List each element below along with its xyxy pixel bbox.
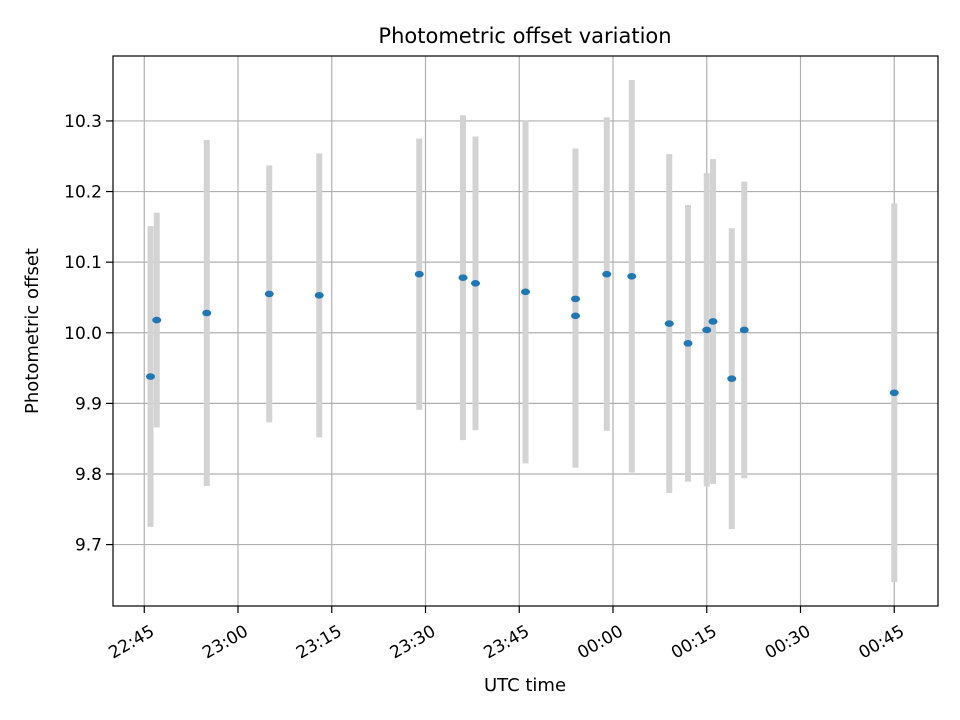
- data-point: [683, 340, 693, 347]
- x-axis-title: UTC time: [484, 675, 566, 696]
- data-point: [202, 309, 212, 317]
- data-point: [264, 290, 274, 298]
- x-tick-label: 22:45: [106, 622, 158, 664]
- data-point: [458, 274, 468, 281]
- y-tick-label: 10.3: [64, 112, 102, 132]
- x-tick-label: 00:00: [574, 622, 626, 664]
- data-point: [471, 280, 480, 287]
- x-tick-label: 00:45: [856, 622, 908, 664]
- x-tick-label: 00:15: [668, 622, 720, 664]
- y-tick-label: 9.7: [75, 536, 102, 556]
- error-bars: [147, 80, 898, 582]
- data-point: [314, 292, 324, 299]
- x-tick-label: 23:30: [387, 622, 439, 664]
- y-tick-label: 9.8: [75, 465, 102, 485]
- data-point: [889, 389, 899, 397]
- x-tick-label: 23:00: [199, 622, 251, 664]
- plot-frame: [112, 55, 939, 607]
- data-point: [664, 320, 674, 327]
- y-axis: 9.7 9.8 9.9 10.0 10.1 10.2 10.3: [64, 112, 113, 556]
- y-tick-label: 10.2: [64, 183, 102, 203]
- data-point: [571, 312, 580, 320]
- data-point: [739, 326, 749, 334]
- x-axis: 22:45 23:00 23:15 23:30 23:45 00:00 00:15 00:30…: [106, 606, 908, 663]
- y-axis-title: Photometric offset: [22, 248, 43, 414]
- data-point: [627, 272, 637, 280]
- y-tick-label: 10.1: [64, 253, 102, 273]
- x-tick-label: 00:30: [762, 622, 814, 664]
- x-tick-label: 23:15: [293, 622, 345, 664]
- chart-title: Photometric offset variation: [378, 24, 671, 48]
- y-tick-label: 10.0: [64, 324, 102, 344]
- data-points: [146, 270, 899, 397]
- data-point: [146, 373, 155, 380]
- data-point: [571, 295, 580, 303]
- x-tick-label: 23:45: [481, 622, 533, 664]
- y-tick-label: 9.9: [75, 394, 102, 414]
- data-point: [521, 288, 530, 296]
- data-point: [702, 326, 712, 334]
- data-point: [414, 270, 424, 278]
- data-point: [602, 270, 612, 278]
- data-point: [727, 375, 737, 382]
- data-point: [708, 318, 718, 325]
- data-point: [152, 316, 162, 324]
